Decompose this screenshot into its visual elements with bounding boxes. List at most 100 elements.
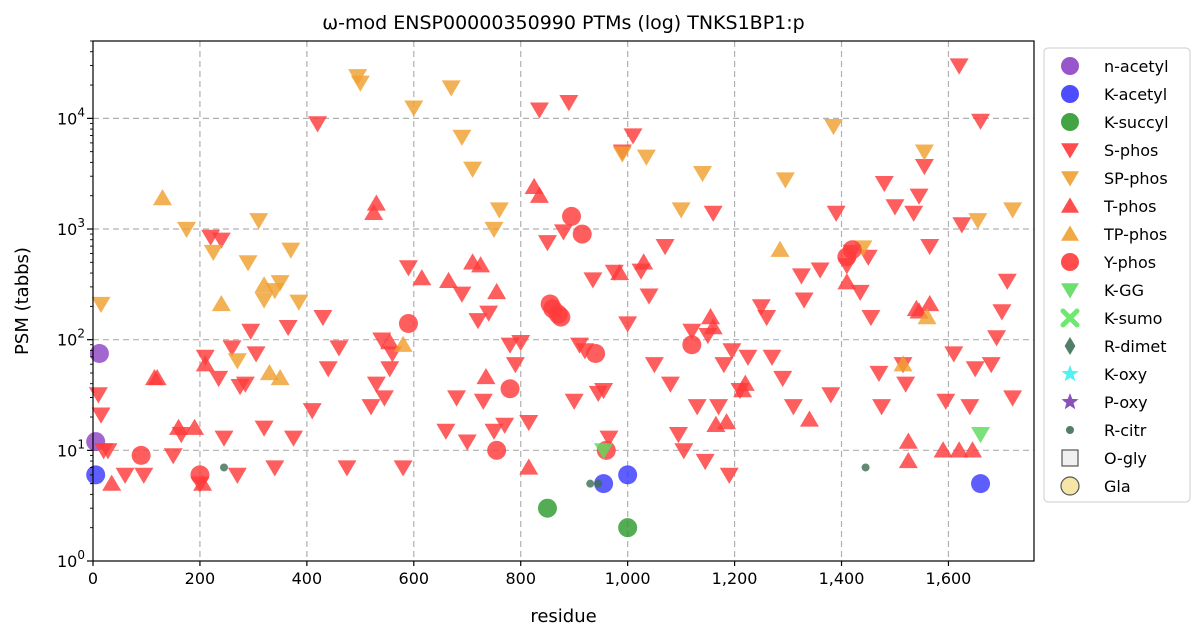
data-point: [639, 288, 659, 305]
data-point: [810, 262, 830, 279]
data-point: [869, 365, 889, 383]
data-point: [308, 116, 328, 133]
x-tick-label: 1,200: [712, 569, 758, 588]
data-point: [265, 460, 285, 477]
data-point: [695, 453, 715, 471]
data-point: [476, 367, 496, 385]
data-point: [457, 434, 477, 451]
data-point: [227, 467, 247, 484]
data-point: [468, 313, 488, 330]
data-point: [259, 363, 279, 381]
data-point: [337, 460, 357, 477]
data-point: [757, 309, 777, 327]
data-point: [537, 235, 557, 252]
data-point: [660, 376, 680, 393]
data-point: [519, 458, 539, 475]
data-point: [350, 75, 370, 92]
data-point: [898, 452, 918, 469]
data-point: [487, 440, 507, 460]
data-point: [551, 307, 571, 327]
data-point: [366, 194, 386, 211]
data-point: [211, 232, 231, 249]
data-point: [783, 399, 803, 416]
grid: [93, 41, 1034, 561]
data-point: [960, 399, 980, 416]
data-point: [612, 146, 632, 163]
data-point: [227, 353, 247, 370]
data-point: [963, 441, 983, 458]
data-point: [500, 337, 520, 354]
data-point: [842, 240, 862, 260]
data-point: [393, 335, 413, 352]
data-point: [254, 276, 274, 293]
data-point: [484, 221, 504, 239]
data-point: [874, 175, 894, 193]
legend-label: R-citr: [1104, 421, 1147, 440]
legend-item: T-phos: [1061, 197, 1157, 216]
data-point: [599, 430, 619, 447]
data-point: [933, 441, 953, 458]
data-points: [86, 58, 1023, 538]
data-point: [714, 357, 734, 374]
data-point: [618, 316, 638, 333]
data-point: [971, 427, 991, 444]
data-point: [944, 346, 964, 363]
legend-label: Gla: [1104, 477, 1131, 496]
data-point: [88, 387, 108, 404]
data-point: [668, 427, 688, 444]
data-point: [687, 399, 707, 416]
data-point: [821, 387, 841, 404]
data-point: [134, 467, 154, 484]
legend-item: K-acetyl: [1061, 85, 1167, 104]
data-point: [564, 393, 584, 410]
data-point: [270, 275, 290, 292]
legend-label: O-gly: [1104, 449, 1147, 468]
data-point: [441, 80, 461, 97]
legend-label: TP-phos: [1103, 225, 1167, 244]
data-point: [489, 202, 509, 219]
data-point: [992, 304, 1012, 321]
data-point: [270, 369, 290, 386]
x-tick-label: 400: [292, 569, 323, 588]
data-point: [195, 355, 215, 372]
data-point: [115, 467, 135, 484]
data-point: [366, 376, 386, 393]
data-point: [511, 335, 531, 352]
plot-frame: [92, 40, 1035, 562]
data-point: [703, 205, 723, 222]
data-point: [209, 370, 229, 388]
data-point: [671, 202, 691, 219]
data-point: [949, 58, 969, 75]
data-point: [222, 340, 242, 357]
legend-label: Y-phos: [1103, 253, 1156, 272]
data-point: [554, 224, 573, 241]
data-point: [837, 273, 857, 290]
legend-marker: [1061, 171, 1079, 187]
data-point: [971, 113, 991, 130]
data-point: [203, 244, 223, 262]
legend-item: O-gly: [1061, 449, 1147, 468]
data-point: [471, 256, 491, 273]
data-point: [981, 357, 1001, 374]
data-point: [717, 413, 737, 430]
data-point: [452, 286, 472, 303]
data-point: [374, 390, 394, 407]
data-point: [147, 369, 167, 386]
legend-marker: [1061, 365, 1079, 382]
data-point: [169, 418, 189, 435]
data-point: [559, 95, 579, 112]
data-point: [655, 239, 675, 256]
data-point: [1003, 390, 1023, 407]
data-point: [618, 465, 638, 485]
legend-item: P-oxy: [1061, 393, 1148, 412]
data-point: [594, 443, 614, 460]
data-point: [997, 273, 1017, 290]
legend-marker: [1061, 283, 1079, 299]
data-point: [519, 414, 539, 432]
data-point: [644, 357, 664, 374]
data-point: [372, 332, 392, 349]
x-tick-label: 0: [88, 569, 98, 588]
legend-item: R-citr: [1066, 421, 1147, 440]
data-point: [909, 188, 929, 205]
